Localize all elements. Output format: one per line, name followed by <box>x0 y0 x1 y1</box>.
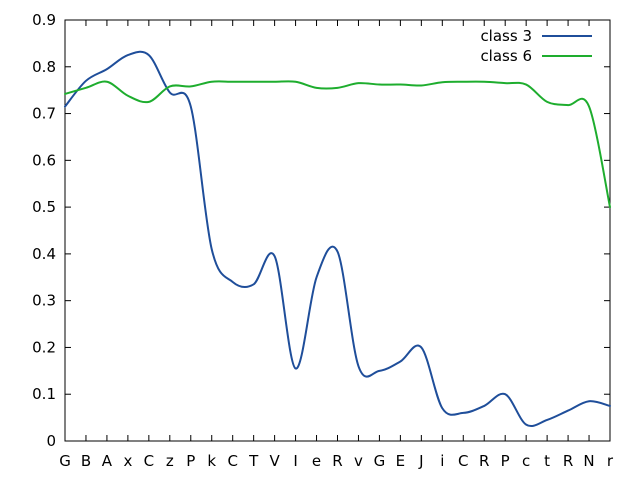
x-tick-label: t <box>544 452 550 470</box>
series-line-class-6 <box>64 80 611 209</box>
x-tick-label: C <box>458 452 468 470</box>
y-tick-label: 0.6 <box>32 151 56 169</box>
x-tick-label: i <box>440 452 444 470</box>
x-tick-label: E <box>396 452 405 470</box>
x-tick-label: x <box>123 452 132 470</box>
x-tick-label: C <box>144 452 154 470</box>
x-tick-label: V <box>269 452 280 470</box>
x-tick-label: P <box>186 452 195 470</box>
x-tick-label: e <box>312 452 321 470</box>
plot-frame <box>64 19 611 442</box>
x-tick-label: c <box>522 452 530 470</box>
series-lines <box>64 50 611 428</box>
x-tick-label: I <box>293 452 297 470</box>
y-tick-label: 0.9 <box>32 11 56 29</box>
x-tick-label: B <box>81 452 91 470</box>
x-tick-label: R <box>479 452 489 470</box>
y-tick-label: 0.4 <box>32 245 56 263</box>
x-tick-label: v <box>354 452 363 470</box>
y-tick-label: 0.5 <box>32 198 56 216</box>
x-tick-label: A <box>102 452 113 470</box>
series-line-class-3 <box>64 50 611 428</box>
legend: class 3 class 6 <box>480 27 592 65</box>
x-tick-label: T <box>248 452 259 470</box>
legend-label: class 6 <box>480 47 532 65</box>
x-tick-label: k <box>207 452 216 470</box>
y-tick-label: 0.3 <box>32 292 56 310</box>
y-tick-label: 0.8 <box>32 58 56 76</box>
x-tick-label: r <box>607 452 614 470</box>
x-tick-label: G <box>374 452 386 470</box>
x-tick-label: N <box>583 452 594 470</box>
x-tick-label: P <box>501 452 510 470</box>
y-tick-label: 0.1 <box>32 385 56 403</box>
x-tick-label: z <box>166 452 174 470</box>
x-tick-label: R <box>563 452 573 470</box>
x-tick-label: R <box>332 452 342 470</box>
y-tick-label: 0.2 <box>32 338 56 356</box>
x-tick-label: C <box>227 452 237 470</box>
x-tick-label: G <box>59 452 71 470</box>
x-tick-label: J <box>418 452 423 470</box>
y-tick-label: 0.7 <box>32 105 56 123</box>
legend-label: class 3 <box>480 27 532 45</box>
y-tick-label: 0 <box>46 432 56 450</box>
